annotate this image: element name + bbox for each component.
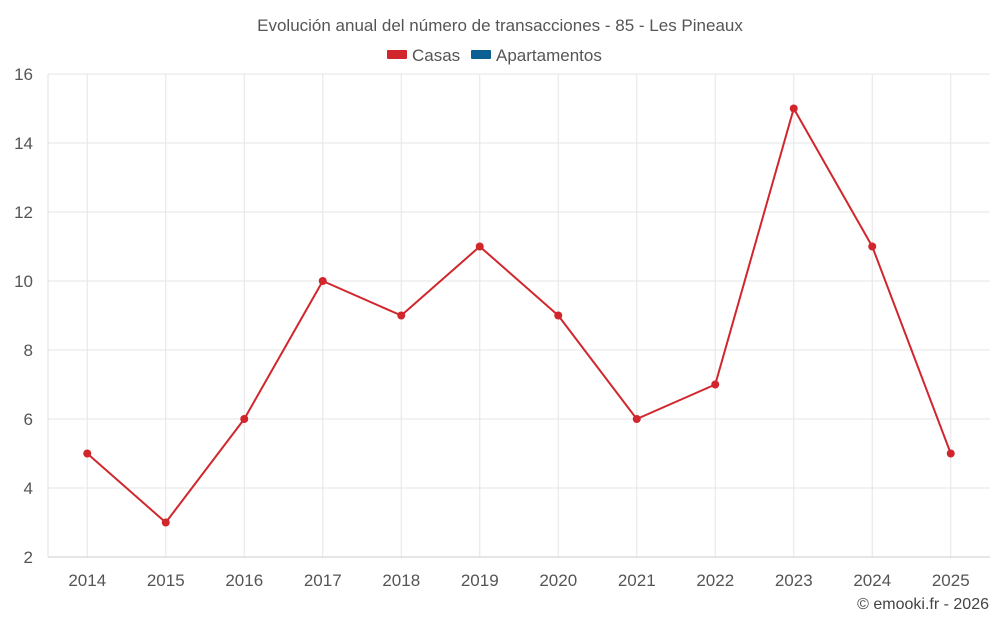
credit-text: © emooki.fr - 2026 [857, 596, 989, 613]
legend-label-apartamentos: Apartamentos [496, 46, 602, 65]
grid [47, 73, 990, 558]
data-point[interactable] [161, 518, 170, 527]
x-tick-label: 2024 [853, 571, 891, 590]
legend-swatch-apartamentos [471, 50, 491, 59]
data-point[interactable] [789, 104, 798, 113]
chart-title: Evolución anual del número de transaccio… [257, 16, 743, 35]
series-casas [83, 104, 955, 527]
x-tick-label: 2021 [618, 571, 656, 590]
data-point[interactable] [868, 242, 877, 251]
data-point[interactable] [475, 242, 484, 251]
x-tick-label: 2020 [539, 571, 577, 590]
y-tick-label: 16 [14, 65, 33, 84]
x-axis: 2014 2015 2016 2017 2018 2019 2020 2021 2022 2023… [68, 571, 969, 590]
data-point[interactable] [318, 277, 327, 285]
x-tick-label: 2014 [68, 571, 106, 590]
legend: Casas Apartamentos [387, 46, 602, 65]
data-point[interactable] [632, 415, 641, 423]
data-point[interactable] [240, 415, 249, 423]
y-tick-label: 12 [14, 203, 33, 222]
y-tick-label: 4 [24, 479, 33, 498]
x-tick-label: 2016 [225, 571, 263, 590]
data-point[interactable] [554, 311, 563, 320]
legend-swatch-casas [387, 50, 407, 59]
series-line-casas [86, 107, 952, 524]
legend-item-casas[interactable]: Casas [387, 46, 460, 65]
x-tick-label: 2017 [304, 571, 342, 590]
y-tick-label: 2 [24, 548, 33, 567]
x-tick-label: 2025 [932, 571, 970, 590]
legend-label-casas: Casas [412, 46, 460, 65]
y-tick-label: 8 [24, 341, 33, 360]
x-tick-label: 2015 [147, 571, 185, 590]
data-point[interactable] [946, 449, 955, 458]
data-point[interactable] [397, 311, 406, 320]
x-tick-label: 2018 [382, 571, 420, 590]
y-axis: 2 4 6 8 10 12 14 16 [14, 65, 33, 567]
data-point[interactable] [83, 449, 92, 458]
x-tick-label: 2022 [696, 571, 734, 590]
x-tick-label: 2019 [461, 571, 499, 590]
x-tick-label: 2023 [775, 571, 813, 590]
y-tick-label: 6 [24, 410, 33, 429]
data-point[interactable] [711, 380, 720, 389]
y-tick-label: 14 [14, 134, 33, 153]
legend-item-apartamentos[interactable]: Apartamentos [471, 46, 602, 65]
y-tick-label: 10 [14, 272, 33, 291]
